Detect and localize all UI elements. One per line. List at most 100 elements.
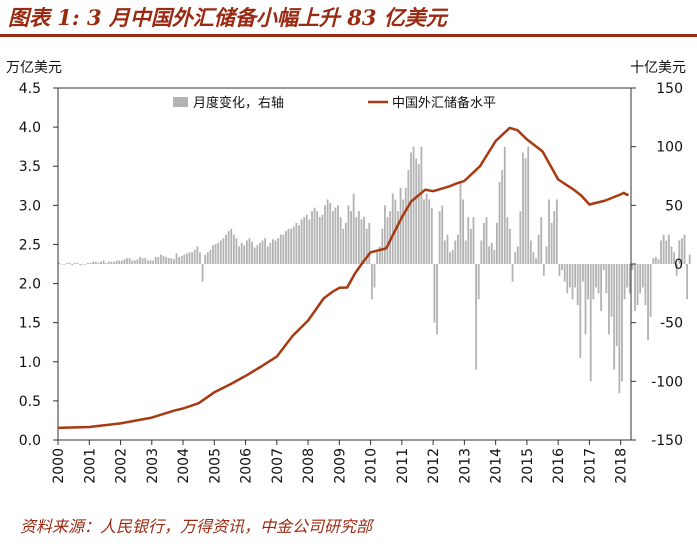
bar xyxy=(456,234,459,264)
legend-bar-label: 月度变化，右轴 xyxy=(193,95,284,111)
bar xyxy=(670,246,673,264)
bar xyxy=(428,199,431,264)
bar xyxy=(144,258,147,264)
bar xyxy=(344,222,347,264)
bar xyxy=(334,207,337,264)
bar xyxy=(370,264,373,300)
bar xyxy=(94,261,97,264)
bar xyxy=(222,238,225,264)
bar xyxy=(245,240,248,264)
bar xyxy=(576,264,579,306)
bar xyxy=(214,244,217,264)
bar xyxy=(618,264,621,394)
bar xyxy=(68,262,71,264)
left-tick-label: 4.5 xyxy=(19,81,41,97)
bar xyxy=(199,252,201,264)
bar xyxy=(582,264,584,282)
bar xyxy=(535,258,537,264)
bar xyxy=(595,264,597,288)
bar xyxy=(451,249,454,264)
bar xyxy=(579,264,582,358)
bar xyxy=(258,242,261,264)
bar xyxy=(420,146,423,264)
bar xyxy=(464,240,467,264)
bar xyxy=(183,254,186,264)
bar xyxy=(146,260,149,264)
bar xyxy=(522,152,524,264)
bar xyxy=(162,255,165,264)
bar xyxy=(516,246,519,264)
bar xyxy=(126,258,128,264)
bar xyxy=(298,225,300,264)
bar xyxy=(688,254,691,264)
bar xyxy=(173,259,175,264)
bar xyxy=(488,246,491,264)
left-axis-unit: 万亿美元 xyxy=(6,60,62,76)
bar xyxy=(225,234,227,264)
bar xyxy=(545,246,548,264)
bar xyxy=(204,254,207,264)
bar xyxy=(170,258,173,264)
bar xyxy=(644,264,647,306)
bar xyxy=(365,228,368,264)
right-tick-label: 0 xyxy=(674,257,683,273)
left-tick-label: 1.0 xyxy=(19,355,41,371)
bar xyxy=(238,246,240,264)
bar xyxy=(251,241,253,264)
bar xyxy=(639,264,642,294)
bar xyxy=(501,170,504,264)
bar xyxy=(157,256,160,264)
left-tick-label: 0.5 xyxy=(19,394,41,410)
bar xyxy=(230,228,233,264)
bar xyxy=(308,219,311,264)
bar xyxy=(277,238,280,264)
bar xyxy=(212,245,214,264)
bar xyxy=(519,211,522,264)
bar xyxy=(159,254,162,264)
bar xyxy=(555,199,558,264)
bar xyxy=(662,234,665,264)
x-tick-label: 2012 xyxy=(426,448,442,484)
bar xyxy=(410,152,412,264)
bar xyxy=(532,252,535,264)
bar xyxy=(509,228,511,264)
bar xyxy=(636,264,639,306)
bar xyxy=(511,264,514,282)
bar xyxy=(175,253,178,264)
bar xyxy=(292,226,295,264)
bar xyxy=(654,256,657,264)
bar xyxy=(253,247,256,264)
bar xyxy=(660,240,662,264)
bar xyxy=(97,262,100,264)
bar xyxy=(131,260,134,264)
bar xyxy=(529,240,532,264)
bar xyxy=(433,264,436,323)
bar xyxy=(563,264,566,282)
bar xyxy=(347,205,350,264)
bar-series xyxy=(58,146,691,394)
bar xyxy=(363,217,365,264)
bar xyxy=(680,238,683,264)
bar xyxy=(389,211,392,264)
bar xyxy=(496,222,498,264)
bar xyxy=(100,261,102,264)
plot-frame xyxy=(57,87,632,441)
left-tick-label: 0.0 xyxy=(19,433,41,449)
page-title: 图表 1: 3 月中国外汇储备小幅上升 83 亿美元 xyxy=(8,5,447,30)
bar xyxy=(81,264,84,265)
right-tick-label: -50 xyxy=(660,316,683,332)
right-tick-label: 150 xyxy=(656,81,683,97)
bar xyxy=(571,264,574,300)
bar xyxy=(553,211,556,264)
bar xyxy=(673,252,675,264)
bar xyxy=(472,217,475,264)
bar xyxy=(305,214,308,264)
bar xyxy=(269,242,272,264)
bar xyxy=(63,264,66,265)
legend-bar-swatch xyxy=(173,97,188,107)
x-tick-label: 2001 xyxy=(82,448,98,484)
bar xyxy=(274,240,277,264)
bar xyxy=(649,264,652,317)
bar xyxy=(167,258,170,264)
bar xyxy=(264,238,267,264)
